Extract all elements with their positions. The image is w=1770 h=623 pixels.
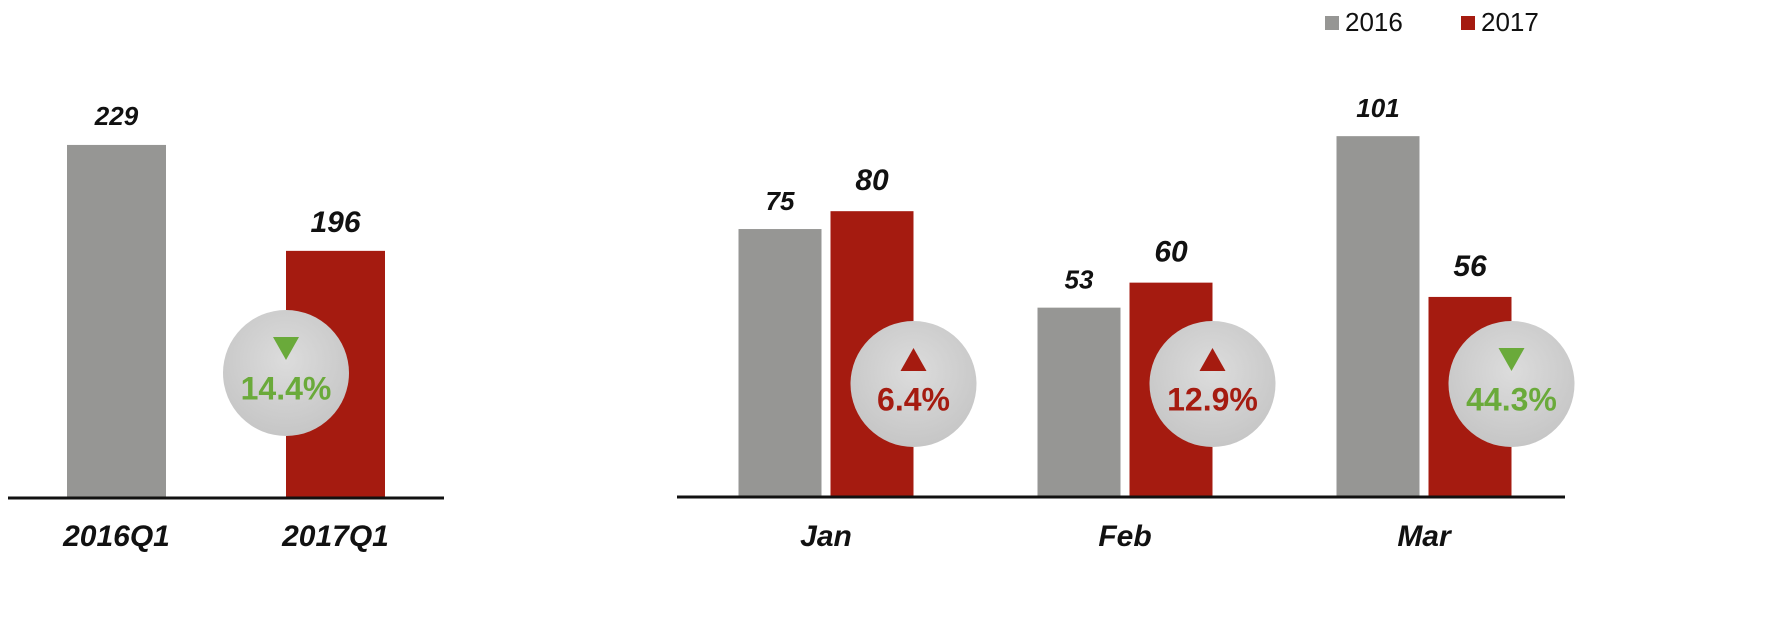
change-label: 14.4%	[241, 370, 332, 406]
value-label: 75	[766, 186, 795, 216]
value-label: 53	[1065, 265, 1094, 295]
change-arrow	[900, 348, 927, 371]
x-tick-label: 2017Q1	[281, 520, 389, 553]
value-label: 229	[94, 101, 139, 131]
value-label: 196	[310, 206, 360, 239]
value-label: 80	[855, 164, 889, 197]
legend-label: 2017	[1481, 7, 1539, 37]
change-badge	[1149, 321, 1276, 447]
bar	[1336, 136, 1420, 497]
change-badge	[850, 321, 977, 447]
value-label: 101	[1356, 93, 1399, 123]
x-tick-label: Mar	[1397, 520, 1453, 553]
bar	[67, 144, 166, 498]
x-tick-label: 2016Q1	[62, 520, 170, 553]
change-label: 6.4%	[877, 381, 950, 417]
change-arrow	[273, 337, 299, 360]
bar	[738, 229, 822, 497]
legend-label: 2016	[1345, 7, 1403, 37]
x-tick-label: Feb	[1098, 520, 1151, 553]
x-tick-label: Jan	[800, 520, 852, 553]
value-label: 60	[1154, 236, 1188, 269]
change-arrow	[1199, 348, 1226, 371]
change-arrow	[1498, 348, 1525, 371]
legend-swatch	[1461, 16, 1475, 30]
change-badge	[223, 310, 349, 436]
change-badge	[1448, 321, 1575, 447]
legend-swatch	[1325, 16, 1339, 30]
value-label: 56	[1453, 250, 1487, 283]
change-label: 44.3%	[1466, 381, 1557, 417]
change-label: 12.9%	[1167, 381, 1258, 417]
bar	[1037, 307, 1121, 497]
